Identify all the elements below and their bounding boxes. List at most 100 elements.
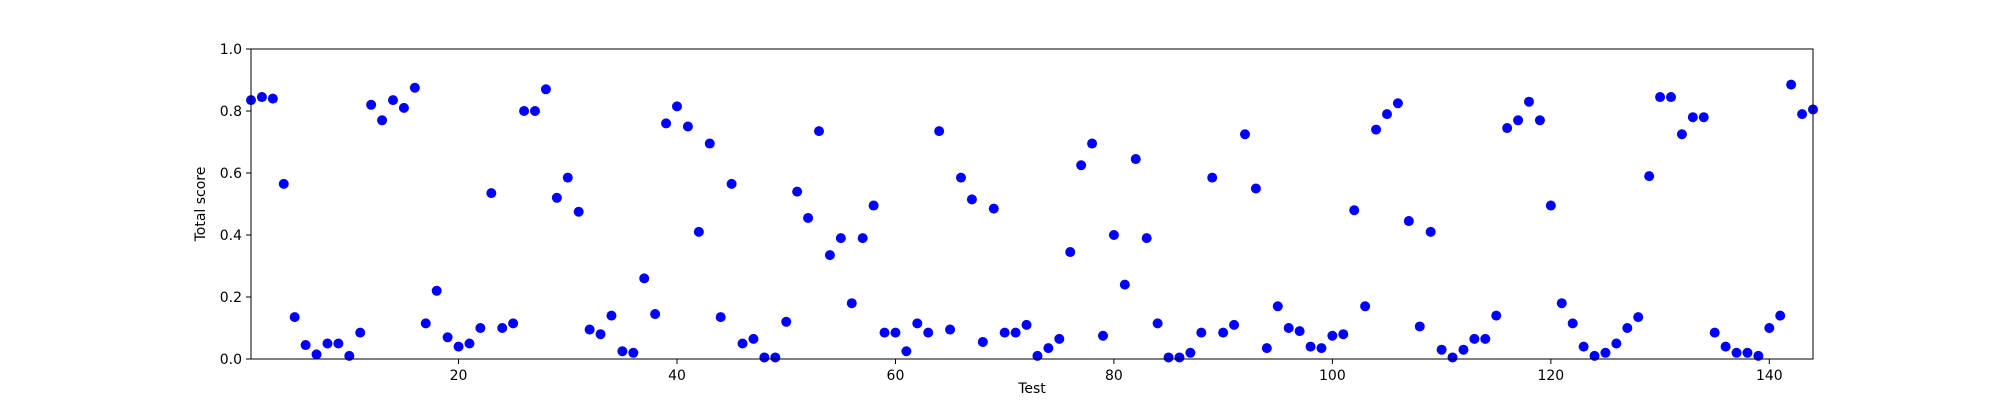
data-point <box>1338 329 1349 340</box>
data-point <box>934 126 945 137</box>
data-point <box>1152 318 1163 329</box>
data-point <box>1502 123 1513 134</box>
data-point <box>584 324 595 335</box>
data-point <box>890 327 901 338</box>
data-point <box>1403 216 1414 227</box>
data-point <box>999 327 1010 338</box>
data-point <box>1240 129 1250 140</box>
data-point <box>1098 330 1108 341</box>
data-point <box>682 121 693 132</box>
data-point <box>508 318 519 329</box>
data-point <box>617 346 628 357</box>
data-point <box>311 349 322 360</box>
data-point <box>748 333 759 344</box>
data-point <box>1524 96 1534 107</box>
data-point <box>781 316 792 327</box>
data-point <box>945 324 956 335</box>
data-point <box>256 92 267 103</box>
data-point <box>868 200 879 211</box>
data-point <box>1054 333 1065 344</box>
data-point <box>857 233 868 244</box>
data-point <box>431 285 442 296</box>
data-point <box>1797 109 1808 120</box>
data-point <box>540 84 551 95</box>
data-point <box>1545 200 1556 211</box>
data-point <box>1698 112 1709 123</box>
x-tick-label: 100 <box>1319 368 1346 384</box>
data-point <box>824 250 835 261</box>
data-point <box>923 327 934 338</box>
data-point <box>650 309 661 320</box>
data-point <box>1633 312 1644 323</box>
data-point <box>1207 172 1218 183</box>
data-point <box>1349 205 1360 216</box>
plot-frame <box>250 48 1814 360</box>
data-point <box>1119 279 1130 290</box>
data-point <box>912 318 923 329</box>
data-point <box>289 312 300 323</box>
data-point <box>1589 350 1600 361</box>
data-point <box>1414 321 1425 332</box>
data-point <box>420 318 431 329</box>
x-axis-ticks: 20 40 60 80 100 120 140 <box>450 359 1783 384</box>
data-point <box>1360 301 1371 312</box>
data-point <box>1163 352 1174 363</box>
data-point <box>1065 247 1076 258</box>
data-point <box>1130 154 1141 165</box>
data-point <box>966 194 977 205</box>
data-point <box>1141 233 1152 244</box>
data-point <box>355 327 366 338</box>
y-axis-label: Total score <box>193 167 209 243</box>
data-point <box>1611 338 1622 349</box>
y-tick-label: 0.6 <box>220 166 242 182</box>
data-point <box>1327 330 1338 341</box>
data-point <box>726 178 737 189</box>
x-tick-label: 80 <box>1105 368 1123 384</box>
data-point <box>1513 115 1524 126</box>
data-point <box>333 338 344 349</box>
data-point <box>715 312 726 323</box>
data-point <box>1742 347 1753 358</box>
data-point <box>1425 226 1436 237</box>
data-point <box>770 352 781 363</box>
data-point <box>1644 171 1655 182</box>
data-point <box>1556 298 1567 309</box>
y-tick-label: 1.0 <box>220 42 242 58</box>
data-points <box>246 79 1818 363</box>
data-point <box>977 336 988 347</box>
data-point <box>1753 350 1764 361</box>
data-point <box>1174 352 1185 363</box>
data-point <box>1786 79 1797 90</box>
data-point <box>475 323 486 333</box>
data-point <box>486 188 497 199</box>
data-point <box>442 332 453 343</box>
data-point <box>1480 333 1491 344</box>
x-tick-label: 60 <box>887 368 905 384</box>
data-point <box>388 95 398 106</box>
data-point <box>693 226 704 237</box>
data-point <box>551 192 562 203</box>
data-point <box>1764 323 1775 333</box>
data-point <box>409 82 420 93</box>
data-point <box>1196 327 1207 338</box>
data-point <box>1469 333 1480 344</box>
data-point <box>1436 344 1447 355</box>
data-point <box>1720 341 1731 352</box>
data-point <box>1731 347 1742 358</box>
data-point <box>1229 319 1240 330</box>
data-point <box>1021 319 1032 330</box>
data-point <box>562 172 573 183</box>
data-point <box>497 323 508 333</box>
data-point <box>1261 343 1272 354</box>
data-point <box>1709 327 1720 338</box>
data-point <box>300 340 311 351</box>
data-point <box>704 138 715 149</box>
data-point <box>573 206 584 217</box>
y-tick-label: 0.4 <box>220 228 242 244</box>
data-point <box>1108 230 1119 240</box>
data-point <box>1283 323 1294 333</box>
data-point <box>1185 347 1196 358</box>
x-tick-label: 140 <box>1756 368 1783 384</box>
data-point <box>1250 183 1261 194</box>
y-tick-label: 0.2 <box>220 290 242 306</box>
